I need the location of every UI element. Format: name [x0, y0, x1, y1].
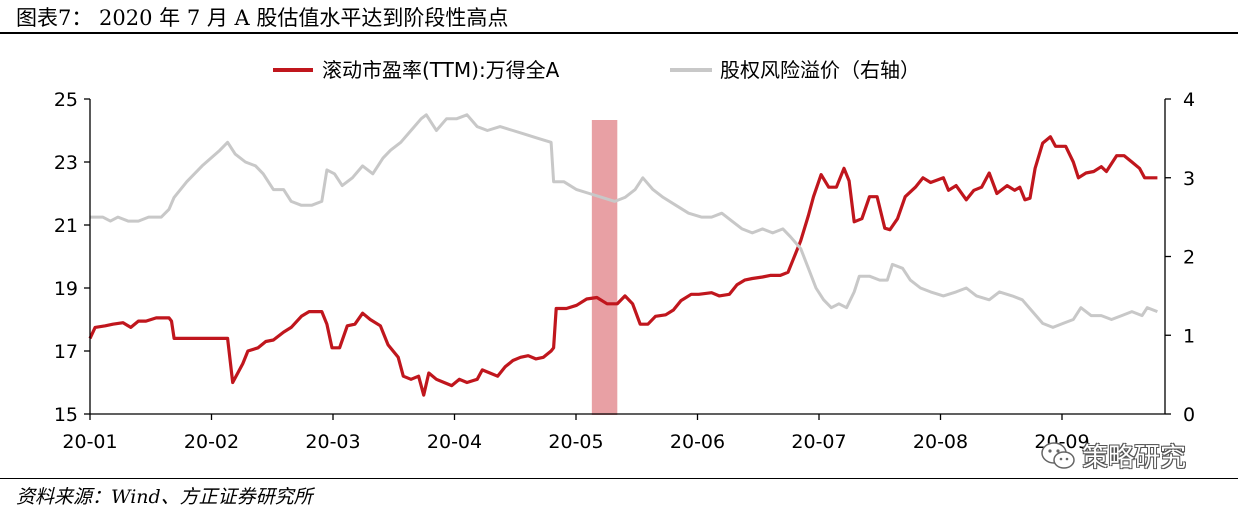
- y-left-tick-label: 15: [54, 404, 78, 426]
- y-right-tick-label: 0: [1183, 404, 1195, 426]
- x-tick-label: 20-02: [184, 431, 239, 453]
- legend-label-erp: 股权风险溢价（右轴）: [720, 58, 920, 82]
- series-line-pe: [88, 135, 1158, 397]
- x-tick-label: 20-08: [913, 431, 968, 453]
- x-tick-label: 20-01: [62, 431, 117, 453]
- top-rule: [0, 32, 1238, 34]
- watermark: 策略研究: [1040, 437, 1186, 474]
- x-tick-label: 20-04: [427, 431, 482, 453]
- figure-title: 图表7： 2020 年 7 月 A 股估值水平达到阶段性高点: [16, 6, 509, 30]
- highlight-layer: [591, 120, 618, 415]
- y-right-tick-label: 1: [1183, 325, 1195, 347]
- y-left-tick-label: 25: [54, 89, 78, 111]
- y-left-tick-label: 17: [54, 341, 78, 363]
- y-left-tick-label: 19: [54, 278, 78, 300]
- bottom-rule: [0, 478, 1238, 479]
- series-layer: [88, 113, 1158, 397]
- source-note: 资料来源：Wind、方正证券研究所: [16, 486, 313, 508]
- x-tick-label: 20-06: [670, 431, 725, 453]
- y-left-tick-label: 21: [54, 215, 78, 237]
- legend-label-pe: 滚动市盈率(TTM):万得全A: [322, 58, 560, 82]
- legend: 滚动市盈率(TTM):万得全A 股权风险溢价（右轴）: [273, 58, 920, 82]
- x-tick-label: 20-03: [305, 431, 360, 453]
- series-line-erp: [90, 113, 1158, 329]
- y-right-tick-label: 4: [1183, 89, 1195, 111]
- watermark-text: 策略研究: [1082, 443, 1187, 473]
- y-right-tick-label: 3: [1183, 168, 1195, 190]
- y-right-tick-label: 2: [1183, 247, 1195, 269]
- y-left-tick-label: 23: [54, 152, 78, 174]
- highlight-band: [591, 120, 618, 415]
- wechat-icon: [1041, 441, 1075, 469]
- x-tick-label: 20-07: [791, 431, 846, 453]
- x-tick-label: 20-05: [548, 431, 603, 453]
